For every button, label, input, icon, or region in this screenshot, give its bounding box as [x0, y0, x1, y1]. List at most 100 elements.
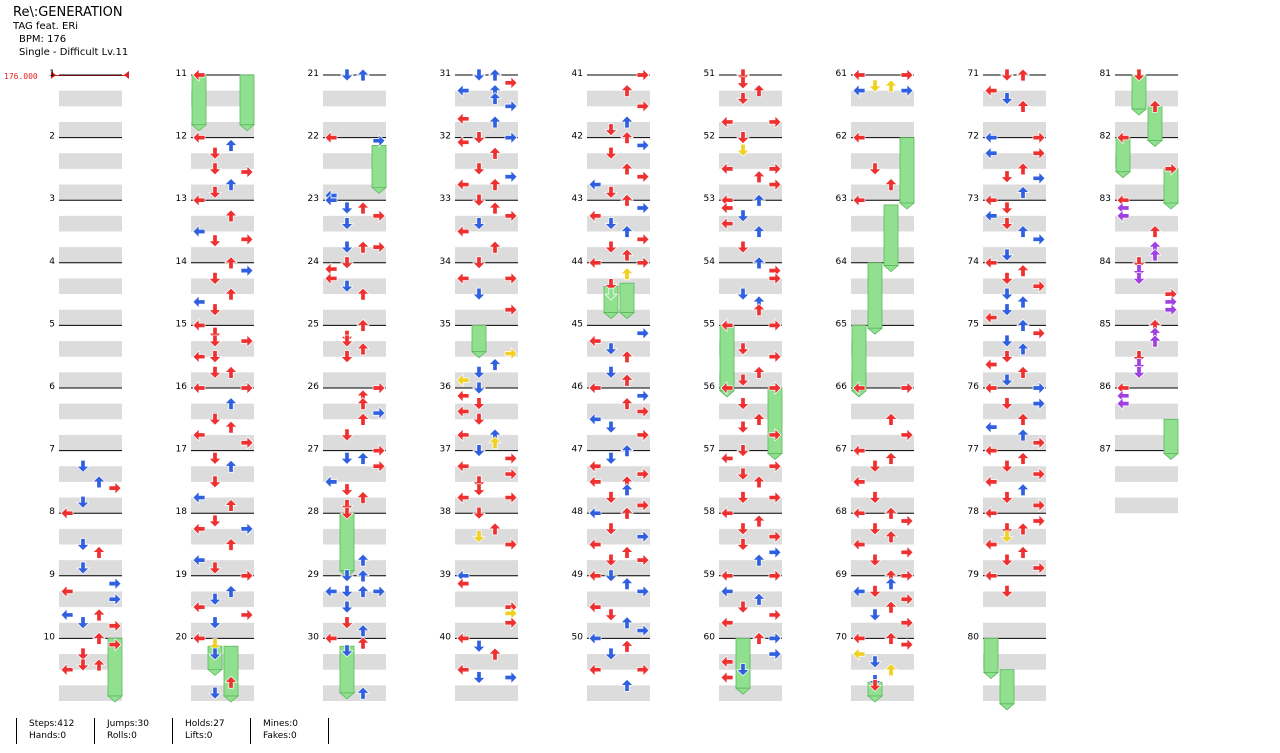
step-arrow [225, 139, 237, 151]
beat-stripe [983, 341, 1046, 357]
measure-number: 76 [968, 382, 980, 392]
arrow-shape [853, 69, 865, 81]
arrow-shape [241, 609, 253, 621]
step-arrow [61, 609, 73, 621]
beat-stripe [1115, 341, 1178, 357]
step-arrow [93, 546, 105, 558]
step-arrow [505, 77, 517, 89]
arrow-shape [637, 327, 649, 339]
measure-number: 28 [308, 507, 320, 517]
arrow-shape [869, 80, 881, 92]
measure-number: 41 [572, 69, 583, 79]
hold-body [720, 325, 734, 390]
measure-number: 44 [572, 257, 584, 267]
beat-stripe [323, 310, 386, 326]
step-arrow [1033, 327, 1045, 339]
step-arrow [621, 484, 633, 496]
arrow-shape [901, 639, 913, 651]
stat-holds: Holds:27 [185, 718, 225, 730]
beat-stripe [587, 153, 650, 169]
measure-number: 70 [836, 632, 848, 642]
arrow-shape [1033, 515, 1045, 527]
arrow-shape [1001, 171, 1013, 183]
step-arrow [357, 452, 369, 464]
beat-stripe [587, 278, 650, 294]
measure-number: 42 [572, 132, 583, 142]
measure-number: 46 [572, 382, 584, 392]
beat-stripe [59, 185, 122, 201]
beat-stripe [1115, 91, 1178, 107]
step-arrow [241, 265, 253, 277]
measure-number: 22 [308, 132, 319, 142]
step-arrow [1017, 69, 1029, 81]
measure-number: 36 [440, 382, 452, 392]
measure-number: 61 [836, 69, 847, 79]
beat-stripe [983, 685, 1046, 701]
arrow-shape [109, 578, 121, 590]
arrow-shape [753, 171, 765, 183]
arrow-shape [489, 359, 501, 371]
step-arrow [721, 672, 733, 684]
step-arrow [1017, 265, 1029, 277]
hold-body [240, 75, 254, 125]
step-arrow [473, 640, 485, 652]
beat-stripe [323, 529, 386, 545]
beat-stripe [1115, 247, 1178, 263]
beat-stripe [1115, 466, 1178, 482]
arrow-shape [737, 77, 749, 89]
beat-stripe [851, 310, 914, 326]
beat-stripe [851, 278, 914, 294]
arrow-shape [605, 452, 617, 464]
step-arrow [769, 546, 781, 558]
beat-stripe [59, 560, 122, 576]
step-arrow [901, 546, 913, 558]
step-arrow [109, 578, 121, 590]
hold-body [984, 638, 998, 672]
beat-stripe [719, 247, 782, 263]
step-arrow [1033, 515, 1045, 527]
step-arrow [605, 609, 617, 621]
beat-stripe [59, 466, 122, 482]
measure-number: 72 [968, 132, 979, 142]
measure-number: 20 [176, 632, 188, 642]
step-arrow [605, 421, 617, 433]
beat-stripe [191, 685, 254, 701]
step-arrow [225, 421, 237, 433]
measure-number: 57 [704, 445, 715, 455]
measure-number: 75 [968, 319, 979, 329]
arrow-shape [1017, 296, 1029, 308]
beat-stripe [59, 310, 122, 326]
arrow-shape [341, 69, 353, 81]
arrow-shape [357, 452, 369, 464]
measure-number: 78 [968, 507, 980, 517]
beat-stripe [587, 310, 650, 326]
measure-number: 50 [572, 632, 584, 642]
measure-number: 30 [308, 632, 320, 642]
arrow-shape [769, 546, 781, 558]
measure-number: 24 [308, 257, 320, 267]
step-arrow [637, 69, 649, 81]
measure-number: 29 [308, 570, 320, 580]
measure-number: 83 [1100, 194, 1111, 204]
measure-number: 63 [836, 194, 847, 204]
hold-body [1164, 419, 1178, 453]
arrow-shape [209, 235, 221, 247]
measure-number: 40 [440, 632, 452, 642]
arrow-shape [637, 69, 649, 81]
measure-number: 52 [704, 132, 715, 142]
arrow-shape [61, 609, 73, 621]
hold-tail [1164, 453, 1178, 459]
beat-stripe [851, 404, 914, 420]
step-arrow [737, 77, 749, 89]
arrow-shape [109, 482, 121, 494]
step-arrow [721, 202, 733, 214]
beat-stripe [851, 247, 914, 263]
step-arrow [637, 233, 649, 245]
hold-body [372, 145, 386, 187]
step-arrow [621, 546, 633, 558]
step-arrow [753, 515, 765, 527]
measure-number: 64 [836, 257, 848, 267]
arrow-shape [341, 202, 353, 214]
arrow-shape [1033, 233, 1045, 245]
step-arrow [637, 202, 649, 214]
